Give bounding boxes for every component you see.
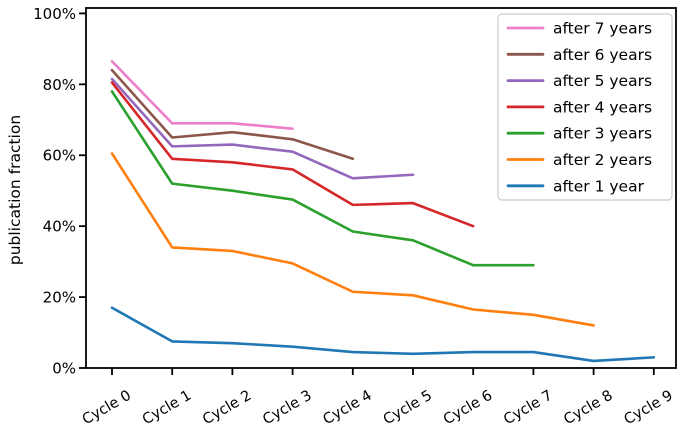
x-tick-label: Cycle 6: [441, 388, 495, 428]
x-tick-label: Cycle 1: [140, 388, 194, 428]
series-line-after-3-years: [110, 90, 535, 267]
series-line-after-1-year: [110, 306, 656, 363]
y-tick-label: 100%: [33, 5, 76, 23]
x-tick-label: Cycle 0: [80, 388, 134, 428]
x-tick-label: Cycle 3: [260, 388, 314, 428]
x-tick-label: Cycle 2: [200, 388, 254, 428]
y-tick-label: 80%: [43, 76, 76, 94]
series-line-after-5-years: [110, 77, 415, 180]
x-tick-label: Cycle 8: [561, 388, 615, 428]
legend-label-after-5-years: after 5 years: [553, 72, 652, 90]
legend-box: [497, 13, 673, 201]
series-line-after-6-years: [110, 68, 355, 161]
legend-label-after-6-years: after 6 years: [553, 46, 652, 64]
series-line-after-7-years: [110, 59, 294, 130]
legend-label-after-2-years: after 2 years: [553, 151, 652, 169]
legend-label-after-4-years: after 4 years: [553, 98, 652, 116]
x-tick-label: Cycle 7: [501, 388, 555, 428]
plot-frame: [85, 7, 677, 369]
y-tick-label: 20%: [43, 289, 76, 307]
legend-label-after-1-year: after 1 year: [553, 177, 645, 195]
x-tick-label: Cycle 9: [621, 388, 675, 428]
x-tick-label: Cycle 4: [320, 388, 374, 428]
legend-label-after-7-years: after 7 years: [553, 20, 652, 38]
series-line-after-4-years: [110, 81, 475, 228]
y-tick-label: 40%: [43, 218, 76, 236]
legend-label-after-3-years: after 3 years: [553, 125, 652, 143]
x-tick-label: Cycle 5: [381, 388, 435, 428]
y-tick-label: 0%: [52, 360, 76, 378]
legend: after 7 years after 6 years after 5 years a…: [497, 13, 673, 201]
series-line-after-2-years: [110, 152, 595, 327]
y-tick-label: 60%: [43, 147, 76, 165]
y-axis-label: publication fraction: [6, 115, 24, 265]
